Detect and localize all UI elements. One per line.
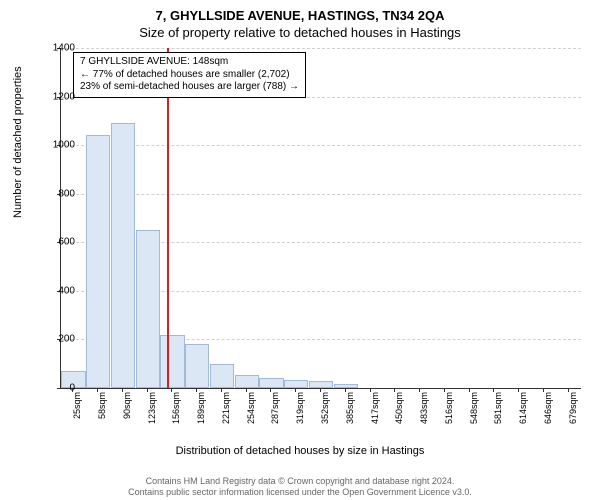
x-tick: [122, 388, 123, 392]
x-tick-label: 679sqm: [568, 392, 578, 432]
x-tick-label: 385sqm: [345, 392, 355, 432]
annotation-line-2: ← 77% of detached houses are smaller (2,…: [80, 69, 299, 82]
x-tick: [72, 388, 73, 392]
chart-container: 7, GHYLLSIDE AVENUE, HASTINGS, TN34 2QA …: [0, 0, 600, 500]
x-tick-label: 646sqm: [543, 392, 553, 432]
x-tick: [444, 388, 445, 392]
x-tick: [97, 388, 98, 392]
y-tick-label: 1200: [35, 91, 75, 102]
y-gridline: [61, 145, 581, 146]
x-tick: [270, 388, 271, 392]
x-tick: [320, 388, 321, 392]
x-tick-label: 614sqm: [518, 392, 528, 432]
histogram-bar: [111, 123, 135, 388]
x-tick-label: 25sqm: [72, 392, 82, 432]
y-tick-label: 400: [35, 285, 75, 296]
histogram-bar: [136, 230, 160, 388]
y-tick-label: 200: [35, 334, 75, 345]
chart-title-2: Size of property relative to detached ho…: [0, 23, 600, 40]
y-axis-label: Number of detached properties: [12, 66, 24, 218]
histogram-bar: [160, 335, 184, 388]
annotation-box: 7 GHYLLSIDE AVENUE: 148sqm← 77% of detac…: [73, 52, 306, 98]
histogram-bar: [259, 378, 283, 388]
x-tick: [295, 388, 296, 392]
x-tick-label: 483sqm: [419, 392, 429, 432]
x-tick: [171, 388, 172, 392]
x-tick-label: 156sqm: [171, 392, 181, 432]
x-tick: [147, 388, 148, 392]
x-tick-label: 352sqm: [320, 392, 330, 432]
x-tick: [568, 388, 569, 392]
x-tick-label: 189sqm: [196, 392, 206, 432]
x-tick: [543, 388, 544, 392]
x-tick: [370, 388, 371, 392]
y-tick-label: 1000: [35, 140, 75, 151]
x-tick-label: 450sqm: [394, 392, 404, 432]
x-tick: [246, 388, 247, 392]
x-tick: [394, 388, 395, 392]
y-tick-label: 600: [35, 237, 75, 248]
x-tick: [345, 388, 346, 392]
x-axis-label: Distribution of detached houses by size …: [0, 445, 600, 457]
y-gridline: [61, 194, 581, 195]
histogram-bar: [235, 375, 259, 388]
x-tick: [419, 388, 420, 392]
x-tick-label: 319sqm: [295, 392, 305, 432]
reference-line: [167, 48, 169, 388]
plot-area: 7 GHYLLSIDE AVENUE: 148sqm← 77% of detac…: [60, 48, 581, 389]
y-tick-label: 1400: [35, 43, 75, 54]
histogram-bar: [210, 364, 234, 388]
annotation-line-1: 7 GHYLLSIDE AVENUE: 148sqm: [80, 56, 299, 69]
histogram-bar: [334, 384, 358, 388]
y-gridline: [61, 48, 581, 49]
y-tick-label: 800: [35, 188, 75, 199]
chart-title-1: 7, GHYLLSIDE AVENUE, HASTINGS, TN34 2QA: [0, 0, 600, 23]
x-tick-label: 548sqm: [469, 392, 479, 432]
annotation-line-3: 23% of semi-detached houses are larger (…: [80, 81, 299, 94]
footer-line-1: Contains HM Land Registry data © Crown c…: [0, 476, 600, 487]
footer-line-2: Contains public sector information licen…: [0, 487, 600, 498]
x-tick: [469, 388, 470, 392]
x-tick-label: 58sqm: [97, 392, 107, 432]
x-tick: [196, 388, 197, 392]
x-tick-label: 516sqm: [444, 392, 454, 432]
x-tick-label: 254sqm: [246, 392, 256, 432]
x-tick-label: 417sqm: [370, 392, 380, 432]
x-tick-label: 90sqm: [122, 392, 132, 432]
x-tick-label: 221sqm: [221, 392, 231, 432]
x-tick: [493, 388, 494, 392]
histogram-bar: [86, 135, 110, 388]
histogram-bar: [185, 344, 209, 388]
x-tick-label: 287sqm: [270, 392, 280, 432]
histogram-bar: [309, 381, 333, 388]
histogram-bar: [284, 380, 308, 389]
x-tick-label: 123sqm: [147, 392, 157, 432]
y-tick-label: 0: [35, 383, 75, 394]
x-tick: [221, 388, 222, 392]
footer-attribution: Contains HM Land Registry data © Crown c…: [0, 476, 600, 498]
x-tick: [518, 388, 519, 392]
x-tick-label: 581sqm: [493, 392, 503, 432]
